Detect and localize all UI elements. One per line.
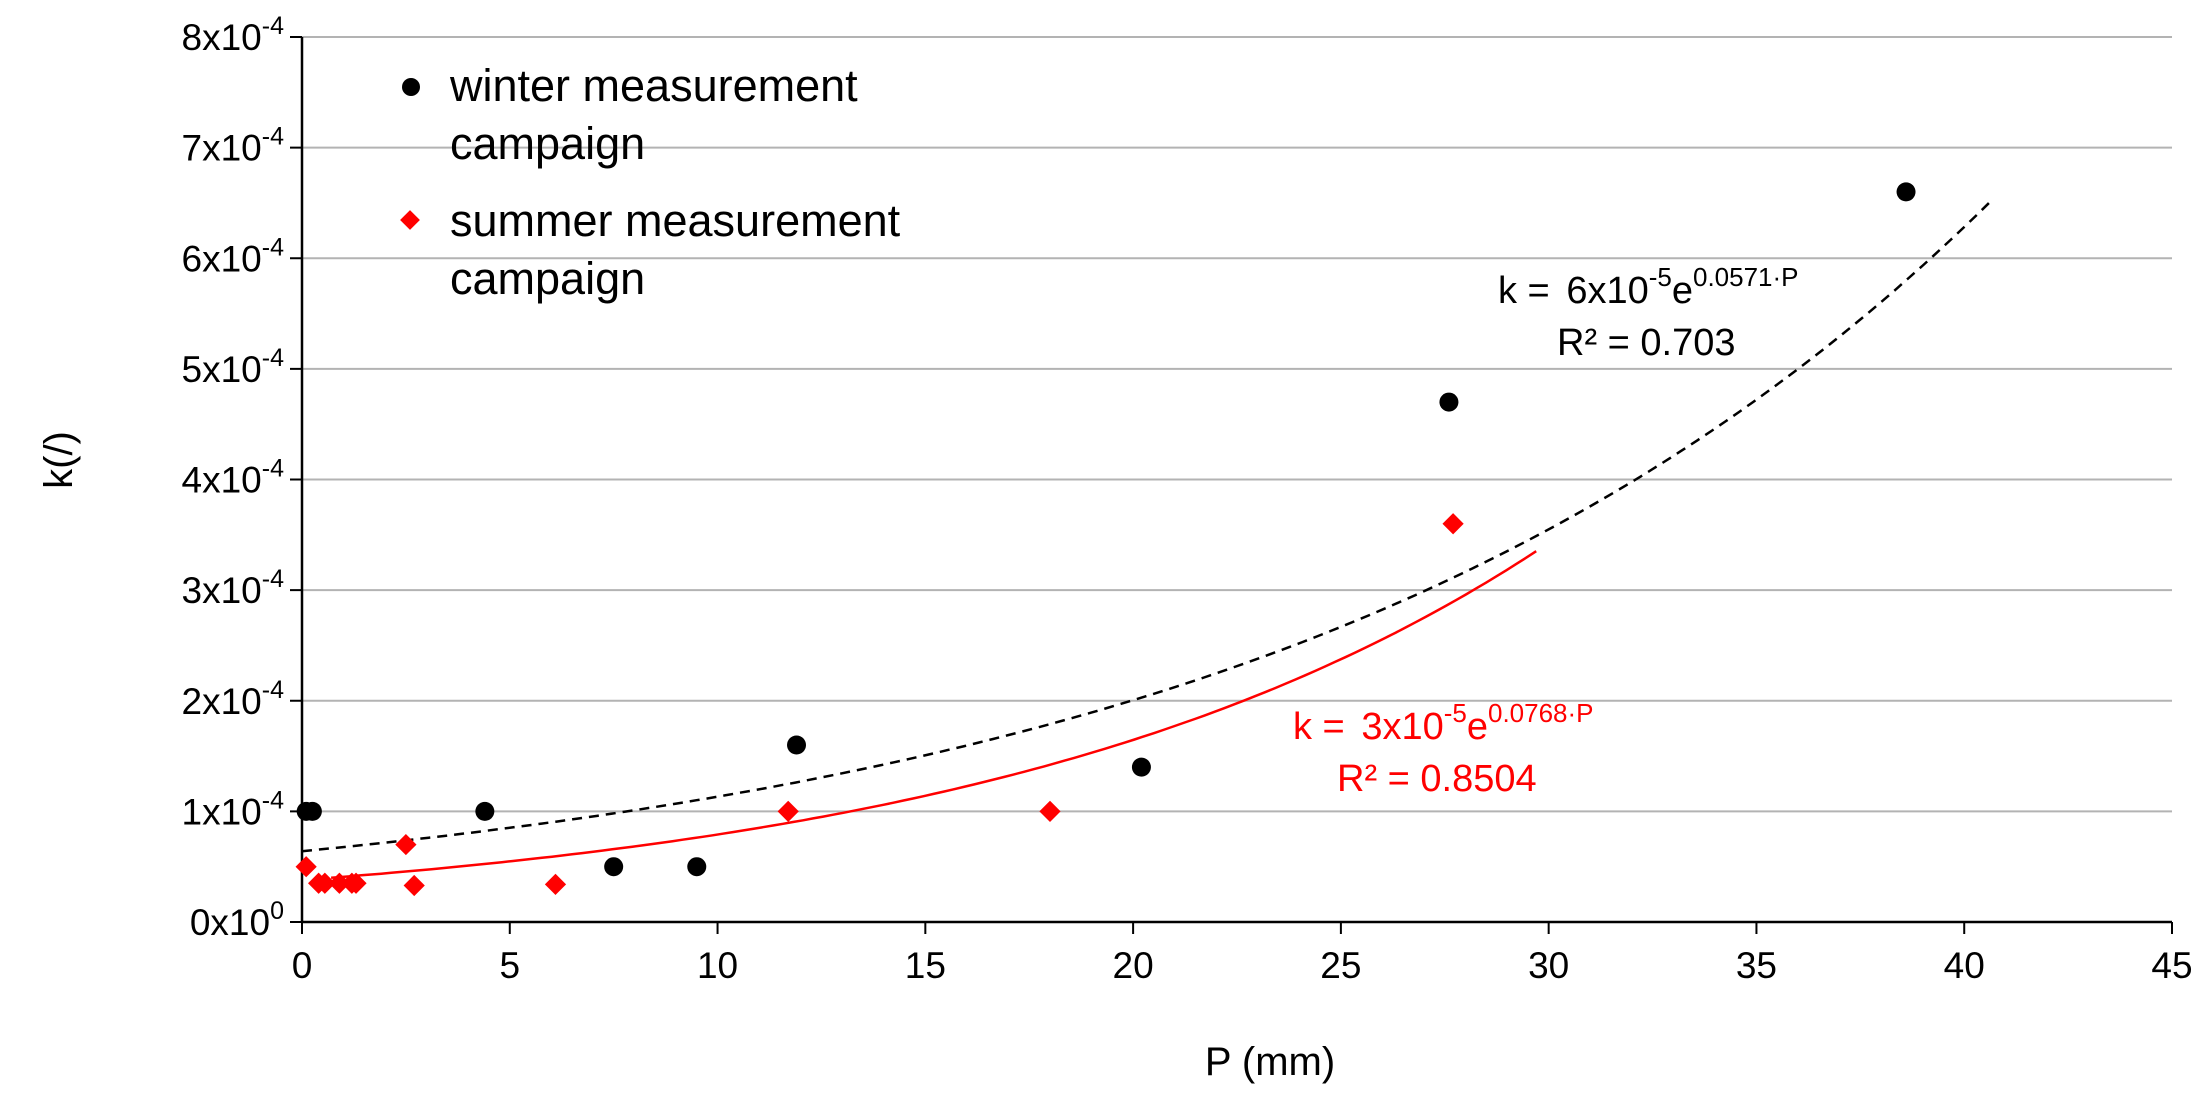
- summer-point-11: [1442, 513, 1464, 535]
- summer-eq-coef: 3x10: [1361, 706, 1443, 748]
- summer-fit-equation: k = 3x10-5e0.0768·P R² = 0.8504: [1293, 698, 1594, 800]
- summer-point-8: [544, 873, 567, 895]
- svg-text:k = 6x10-5e0.0571·P: k = 6x10-5e0.0571·P: [1498, 262, 1799, 312]
- x-tick-label-3: 15: [905, 945, 946, 986]
- winter-point-4: [687, 857, 707, 877]
- fit-curves: [301, 197, 1995, 879]
- x-axis-title: P (mm): [1205, 1040, 1335, 1084]
- winter-eq-coef-exp: -5: [1649, 262, 1672, 292]
- y-tick-label-6: 6x10-4: [182, 233, 285, 279]
- winter-point-8: [1896, 182, 1916, 202]
- y-tick-labels: 0x100 1x10-4 2x10-4 3x10-4 4x10-4 5x10-4 6x10-…: [182, 12, 285, 943]
- summer-point-9: [777, 800, 799, 822]
- x-tick-labels: 0 5 10 15 20 25 30 35 40 45: [292, 945, 2193, 986]
- winter-fit-equation: k = 6x10-5e0.0571·P R² = 0.703: [1498, 262, 1799, 364]
- summer-point-0: [295, 856, 317, 878]
- legend: winter measurement campaign summer measu…: [400, 60, 901, 304]
- winter-fit-curve: [301, 197, 1995, 853]
- summer-eq-e: e: [1467, 706, 1488, 748]
- x-tick-label-1: 5: [499, 945, 520, 986]
- y-axis-title: k(/): [37, 431, 81, 489]
- legend-winter-marker: [402, 78, 420, 96]
- winter-point-3: [604, 857, 624, 877]
- x-tick-label-2: 10: [697, 945, 738, 986]
- winter-point-5: [787, 735, 807, 755]
- x-tick-label-5: 25: [1320, 945, 1361, 986]
- summer-point-5: [345, 872, 367, 894]
- summer-r2: R² = 0.8504: [1337, 758, 1537, 800]
- y-tick-label-7: 7x10-4: [182, 123, 285, 169]
- legend-summer-marker: [400, 210, 420, 230]
- winter-eq-e: e: [1672, 270, 1693, 312]
- summer-eq-prefix: k =: [1293, 706, 1345, 748]
- legend-summer-label-line1: summer measurement: [450, 195, 901, 246]
- winter-point-2: [475, 801, 495, 821]
- x-tick-label-7: 35: [1736, 945, 1777, 986]
- summer-point-7: [403, 874, 425, 897]
- y-tick-label-0: 0x100: [190, 897, 284, 943]
- x-tick-label-8: 40: [1944, 945, 1985, 986]
- y-tick-label-8: 8x10-4: [182, 12, 285, 58]
- y-tick-label-3: 3x10-4: [182, 565, 285, 611]
- x-tick-label-4: 20: [1113, 945, 1154, 986]
- winter-point-7: [1439, 392, 1459, 412]
- x-tick-label-6: 30: [1528, 945, 1569, 986]
- summer-eq-exp: 0.0768·P: [1488, 698, 1594, 728]
- legend-summer-label-line2: campaign: [450, 253, 645, 304]
- summer-eq-coef-exp: -5: [1444, 698, 1467, 728]
- summer-point-3: [328, 872, 351, 894]
- winter-point-6: [1131, 757, 1151, 777]
- data-points: [295, 182, 1916, 897]
- winter-point-1: [302, 801, 322, 821]
- svg-text:k = 3x10-5e0.0768·P: k = 3x10-5e0.0768·P: [1293, 698, 1594, 748]
- winter-eq-prefix: k =: [1498, 270, 1550, 312]
- legend-winter-label-line1: winter measurement: [449, 60, 858, 111]
- winter-r2: R² = 0.703: [1557, 322, 1736, 364]
- x-tick-label-0: 0: [292, 945, 313, 986]
- x-tick-label-9: 45: [2151, 945, 2192, 986]
- summer-fit-curve: [331, 550, 1537, 879]
- summer-point-2: [314, 872, 336, 894]
- grid: [290, 36, 2172, 923]
- summer-point-10: [1039, 800, 1061, 822]
- legend-winter-label-line2: campaign: [450, 118, 645, 169]
- y-tick-label-4: 4x10-4: [182, 455, 285, 501]
- axes: [300, 37, 2173, 934]
- winter-eq-exp: 0.0571·P: [1693, 262, 1799, 292]
- winter-eq-coef: 6x10: [1566, 270, 1648, 312]
- y-tick-label-1: 1x10-4: [182, 786, 285, 832]
- summer-point-6: [395, 833, 417, 856]
- y-tick-label-5: 5x10-4: [182, 344, 285, 390]
- y-tick-label-2: 2x10-4: [182, 676, 285, 722]
